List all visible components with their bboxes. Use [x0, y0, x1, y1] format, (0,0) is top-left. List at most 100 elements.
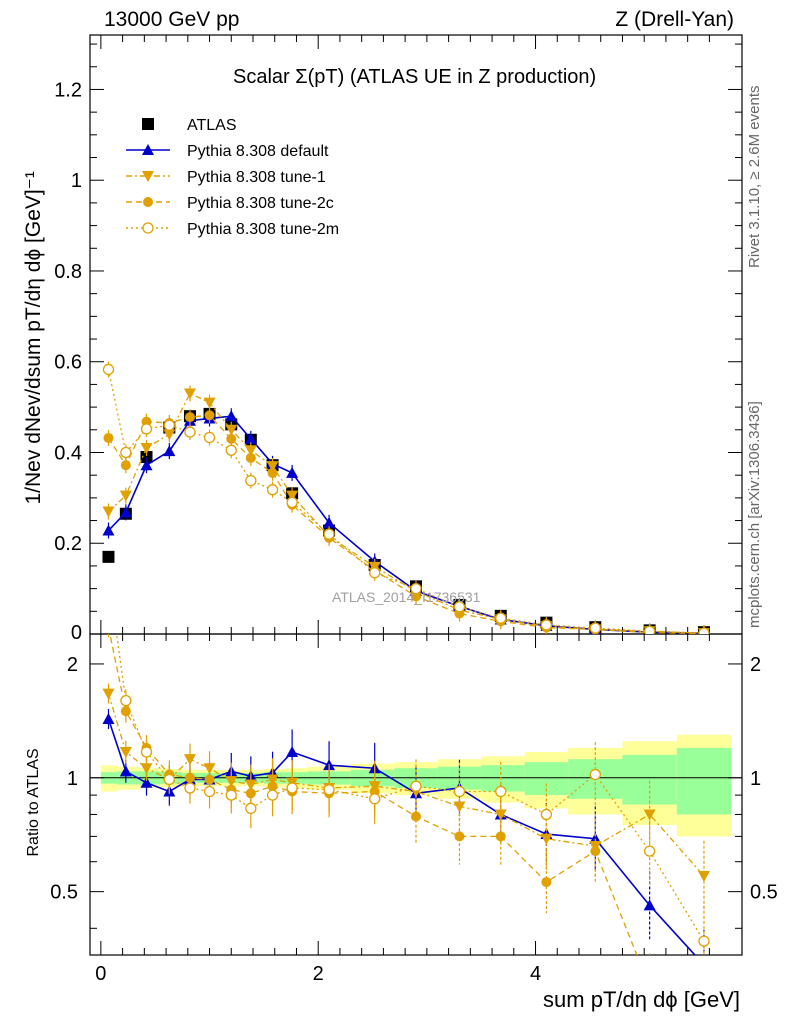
legend-marker	[142, 118, 154, 130]
ratio-point	[323, 784, 335, 796]
main-point	[163, 419, 175, 431]
main-point	[203, 431, 216, 444]
ratio-series-3	[115, 634, 710, 955]
main-point	[102, 506, 115, 518]
main-point	[203, 397, 216, 409]
side-label-mcplots: mcplots.cern.ch [arXiv:1306.3436]	[746, 401, 763, 628]
main-series-1	[102, 408, 708, 634]
ratio-point	[643, 809, 656, 821]
main-point	[323, 528, 335, 540]
ratio-point	[698, 935, 710, 947]
main-point	[119, 490, 132, 502]
ratio-point	[163, 773, 175, 786]
main-point	[453, 601, 466, 613]
ratio-point	[453, 785, 466, 798]
main-point	[267, 467, 278, 478]
ratio-point	[245, 802, 257, 815]
main-point	[286, 466, 299, 478]
main-point	[245, 474, 257, 487]
ratio-point	[203, 785, 216, 798]
main-y-tick-label: 0.8	[54, 261, 82, 283]
main-point	[369, 567, 381, 579]
ratio-point	[369, 793, 381, 805]
main-point	[102, 524, 115, 536]
ratio-plot-frame	[89, 633, 743, 956]
ratio-series-2	[107, 634, 709, 1024]
ratio-band-inner	[676, 747, 732, 815]
main-y-tick-label: 0.6	[54, 352, 82, 374]
legend-marker	[142, 171, 154, 182]
ratio-y-tick-label-right: 0.5	[750, 882, 778, 904]
ratio-point	[286, 782, 298, 794]
ratio-point	[454, 831, 465, 842]
main-point	[140, 442, 153, 454]
ratio-point	[495, 831, 506, 842]
x-axis-label: sum pT/dη dϕ [GeV]	[543, 987, 740, 1012]
main-point	[266, 484, 279, 496]
ratio-point	[453, 801, 466, 813]
ratio-point	[120, 694, 132, 707]
main-point	[226, 433, 237, 444]
header-process: Z (Drell-Yan)	[615, 8, 734, 31]
ratio-point	[410, 780, 422, 792]
main-point	[140, 423, 153, 435]
legend-marker	[143, 197, 153, 207]
ratio-point	[589, 768, 601, 781]
ratio-point	[590, 846, 601, 857]
main-point	[410, 582, 422, 595]
ratio-y-tick-label-right: 2	[750, 654, 761, 676]
ratio-point	[225, 789, 237, 801]
main-point	[225, 444, 237, 456]
legend-entry-0: ATLAS	[187, 117, 237, 134]
ratio-point	[183, 754, 196, 766]
ratio-point	[643, 845, 656, 857]
main-point	[103, 432, 114, 443]
ratio-point	[698, 959, 710, 970]
ratio-series-line	[109, 634, 638, 955]
plot-title: Scalar Σ(pT) (ATLAS UE in Z production)	[233, 66, 596, 88]
legend-marker	[142, 222, 154, 234]
ratio-point	[541, 877, 552, 888]
ratio-point	[266, 789, 279, 801]
main-point	[225, 424, 238, 436]
main-y-tick-label: 0.4	[54, 442, 82, 464]
header-energy: 13000 GeV pp	[104, 8, 240, 31]
main-point	[184, 426, 196, 438]
ratio-y-tick-label: 2	[67, 654, 78, 676]
ratio-point	[494, 809, 507, 821]
main-point	[495, 612, 507, 624]
main-y-tick-label-zero: 0	[71, 622, 82, 644]
main-point	[140, 459, 153, 471]
ratio-point	[119, 747, 132, 759]
main-point	[643, 625, 656, 634]
analysis-watermark: ATLAS_2014_I1736531	[332, 589, 481, 605]
ratio-point	[102, 713, 115, 725]
ratio-point	[119, 765, 132, 777]
ratio-point	[699, 1014, 709, 1024]
main-point	[102, 550, 115, 563]
ratio-point	[495, 785, 507, 798]
main-y-tick-label: 1.2	[54, 79, 82, 101]
ratio-y-tick-label-right: 1	[750, 768, 761, 790]
legend-entry-3: Pythia 8.308 tune-2c	[187, 195, 334, 212]
main-series-3	[103, 407, 709, 634]
main-point	[183, 388, 196, 400]
main-point	[244, 432, 257, 444]
ratio-point	[184, 782, 196, 794]
main-point	[589, 622, 601, 634]
ratio-point	[102, 688, 115, 700]
main-y-tick-label: 0.2	[54, 533, 82, 555]
main-point	[163, 429, 176, 441]
ratio-y-tick-label: 1	[67, 768, 78, 790]
ratio-x-tick-label: 0	[95, 963, 106, 985]
ratio-x-tick-label: 4	[530, 963, 541, 985]
main-point	[698, 627, 710, 634]
main-point	[120, 446, 132, 459]
ratio-point	[286, 746, 299, 758]
main-point	[540, 619, 553, 631]
ratio-point	[411, 811, 421, 822]
ratio-point	[643, 899, 656, 911]
main-point	[286, 496, 298, 509]
main-series-4	[102, 361, 710, 634]
